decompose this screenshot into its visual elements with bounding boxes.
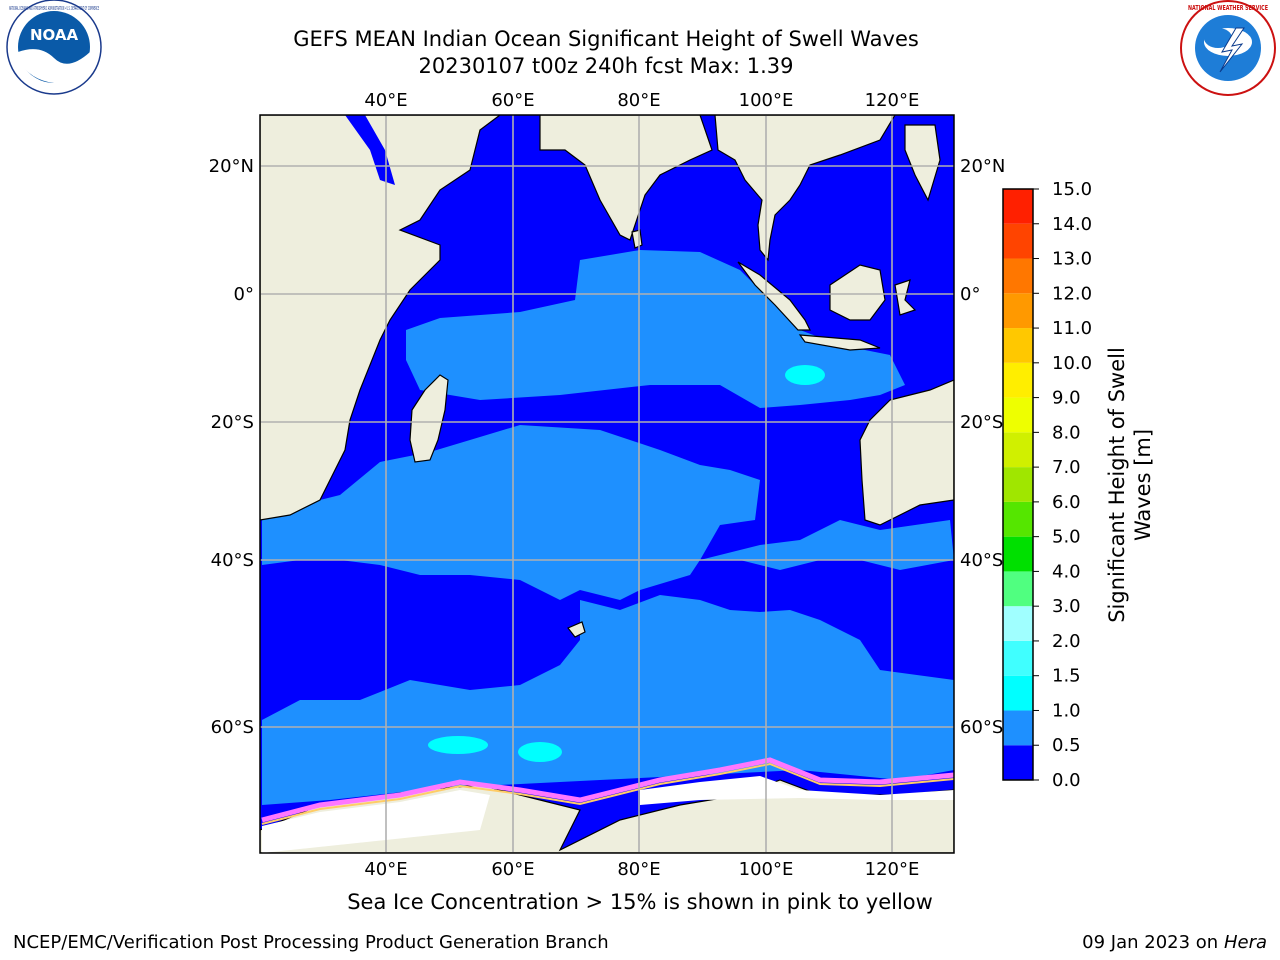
nws-logo: NATIONAL WEATHER SERVICE <box>1180 0 1276 96</box>
swell-band-high <box>428 736 488 754</box>
land-sumatra <box>737 261 811 331</box>
swell-band-medium <box>406 250 905 408</box>
colorbar-label: Significant Height of Swell <box>1105 347 1129 623</box>
colorbar-segment <box>1003 328 1033 363</box>
lat-label-right: 60°S <box>960 717 1003 738</box>
graticule <box>260 115 954 853</box>
land-java <box>798 334 881 351</box>
colorbar-segment <box>1003 223 1033 259</box>
swell-band-high <box>518 742 562 762</box>
map-area <box>260 115 954 853</box>
colorbar-tick-label: 4.0 <box>1052 561 1081 582</box>
noaa-logo: NOAA NATIONAL OCEANIC AND ATMOSPHERIC AD… <box>6 0 102 95</box>
lon-label-top: 80°E <box>617 90 660 111</box>
lon-label-bottom: 40°E <box>364 859 407 880</box>
colorbar-tick-label: 5.0 <box>1052 527 1081 548</box>
land-madagascar <box>409 374 449 463</box>
land-australia <box>859 379 954 526</box>
map-title: GEFS MEAN Indian Ocean Significant Heigh… <box>293 27 919 51</box>
map-caption: Sea Ice Concentration > 15% is shown in … <box>347 890 933 914</box>
colorbar-segment <box>1003 571 1033 607</box>
colorbar-tick-label: 11.0 <box>1052 318 1092 339</box>
colorbar-segment <box>1003 710 1033 746</box>
swell-band-medium <box>262 595 954 805</box>
colorbar-tick-label: 0.0 <box>1052 770 1081 791</box>
swell-band-high <box>785 365 825 385</box>
colorbar-label: Waves [m] <box>1131 429 1155 541</box>
colorbar-segment <box>1003 293 1033 329</box>
date-text: 09 Jan 2023 on <box>1082 932 1224 953</box>
colorbar-segment <box>1003 745 1033 780</box>
colorbar-segment <box>1003 432 1033 468</box>
colorbar-tick-label: 7.0 <box>1052 457 1081 478</box>
lat-label-left: 20°N <box>209 156 254 177</box>
colorbar-tick-label: 14.0 <box>1052 214 1092 235</box>
lat-label-left: 40°S <box>211 550 254 571</box>
colorbar-tick-label: 10.0 <box>1052 353 1092 374</box>
colorbar-tick-label: 15.0 <box>1052 179 1092 200</box>
lon-label-top: 100°E <box>739 90 794 111</box>
lat-label-right: 40°S <box>960 550 1003 571</box>
colorbar-tick-label: 3.0 <box>1052 596 1081 617</box>
svg-text:NATIONAL WEATHER SERVICE: NATIONAL WEATHER SERVICE <box>1188 4 1268 12</box>
lon-label-top: 120°E <box>865 90 920 111</box>
land-islands <box>894 279 917 316</box>
colorbar-segment <box>1003 640 1033 676</box>
date-stamp: 09 Jan 2023 on Hera <box>1082 932 1267 953</box>
land-india <box>539 115 713 241</box>
lon-label-bottom: 120°E <box>865 859 920 880</box>
lat-label-right: 20°S <box>960 412 1003 433</box>
colorbar-segment <box>1003 501 1033 537</box>
colorbar-segment <box>1003 258 1033 294</box>
colorbar-tick-label: 9.0 <box>1052 388 1081 409</box>
land-philippines <box>904 124 941 202</box>
lon-label-bottom: 100°E <box>739 859 794 880</box>
colorbar-segment <box>1003 675 1033 711</box>
colorbar-tick-label: 6.0 <box>1052 492 1081 513</box>
colorbar-tick-label: 13.0 <box>1052 249 1092 270</box>
colorbar-tick-label: 0.5 <box>1052 735 1081 756</box>
machine-name: Hera <box>1223 932 1267 953</box>
lon-label-bottom: 80°E <box>617 859 660 880</box>
land-kerguelen <box>567 621 586 638</box>
land-se-asia <box>714 115 896 262</box>
colorbar-tick-label: 2.0 <box>1052 631 1081 652</box>
map-frame <box>259 114 955 854</box>
lon-label-bottom: 60°E <box>491 859 534 880</box>
lat-label-left: 0° <box>234 284 254 305</box>
colorbar-tick-label: 8.0 <box>1052 422 1081 443</box>
land-borneo <box>829 264 886 321</box>
svg-text:NOAA: NOAA <box>30 26 79 44</box>
map-subtitle: 20230107 t00z 240h fcst Max: 1.39 <box>418 54 794 78</box>
colorbar-tick-label: 1.0 <box>1052 700 1081 721</box>
sea-ice-zone <box>640 776 954 805</box>
lon-label-top: 40°E <box>364 90 407 111</box>
svg-text:NATIONAL OCEANIC AND ATMOSPHER: NATIONAL OCEANIC AND ATMOSPHERIC ADMINIS… <box>9 6 99 12</box>
colorbar-tick-label: 1.5 <box>1052 666 1081 687</box>
lat-label-right: 0° <box>960 284 980 305</box>
sea-ice-edge <box>261 757 954 823</box>
colorbar-tick-label: 12.0 <box>1052 283 1092 304</box>
colorbar-segment <box>1003 397 1033 433</box>
colorbar-frame <box>1002 188 1034 781</box>
sea-ice-zone <box>262 790 490 853</box>
lon-label-top: 60°E <box>491 90 534 111</box>
colorbar-segment <box>1003 189 1033 224</box>
colorbar-segment <box>1003 606 1033 641</box>
lat-label-right: 20°N <box>960 156 1005 177</box>
sea-ice-edge-inner <box>261 762 954 825</box>
colorbar: 0.0 0.5 1.0 1.5 2.0 3.0 4.0 5.0 6.0 7.0 8.0 9.0 10.0… <box>1002 179 1092 791</box>
swell-band-medium <box>262 425 954 600</box>
colorbar-segment <box>1003 536 1033 572</box>
colorbar-segment <box>1003 467 1033 502</box>
lat-label-left: 60°S <box>211 717 254 738</box>
credit-text: NCEP/EMC/Verification Post Processing Pr… <box>13 932 609 953</box>
colorbar-segment <box>1003 362 1033 398</box>
lat-label-left: 20°S <box>211 412 254 433</box>
land-africa-arabia <box>260 115 501 521</box>
